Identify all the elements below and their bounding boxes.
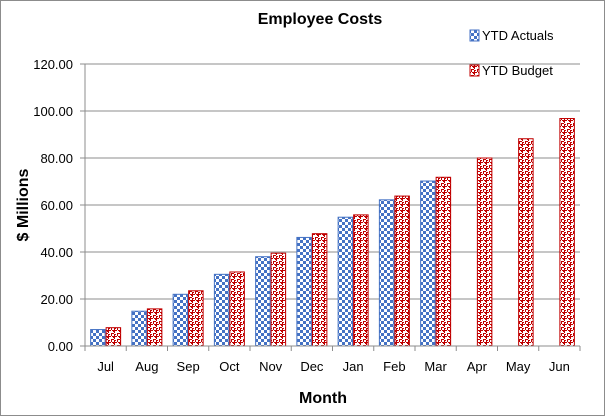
budget-bar-apr	[476, 157, 493, 347]
budget-bar-sep	[188, 290, 204, 347]
y-tick-label: 40.00	[40, 245, 73, 260]
y-tick-label: 0.00	[48, 339, 73, 354]
legend-label-actuals: YTD Actuals	[482, 28, 554, 43]
x-tick-label: Dec	[300, 359, 324, 374]
legend: YTD Actuals YTD Budget	[469, 28, 554, 78]
budget-bar-feb	[394, 195, 410, 347]
x-tick-label: Nov	[259, 359, 283, 374]
actuals-bar-nov	[255, 256, 271, 347]
x-tick-label: Mar	[424, 359, 447, 374]
x-tick-label: Oct	[219, 359, 240, 374]
actuals-bar-oct	[213, 273, 230, 347]
budget-bar-aug	[146, 308, 163, 347]
budget-bar-mar	[435, 176, 452, 347]
x-axis-title: Month	[299, 390, 347, 407]
budget-bar-jan	[353, 214, 369, 347]
x-axis-ticks: Jul Aug Sep Oct Nov Dec Jan Feb Mar Apr May Jun	[84, 346, 581, 374]
y-tick-label: 20.00	[40, 292, 73, 307]
budget-bar-jul	[105, 327, 122, 347]
actuals-bar-jan	[337, 216, 354, 347]
budget-bar-oct	[229, 271, 245, 347]
x-tick-label: Jul	[97, 359, 114, 374]
actuals-bar-sep	[172, 293, 189, 347]
gridlines	[80, 63, 580, 347]
y-axis-title: $ Millions	[15, 168, 32, 241]
actuals-bar-aug	[131, 310, 147, 347]
budget-bar-may	[518, 138, 534, 347]
y-tick-label: 100.00	[33, 104, 73, 119]
legend-swatch-actuals	[469, 29, 480, 42]
x-tick-label: Jan	[343, 359, 364, 374]
y-axis-ticks: 0.00 20.00 40.00 60.00 80.00 100.00 120.00	[33, 57, 73, 354]
y-tick-label: 60.00	[40, 198, 73, 213]
actuals-bar-mar	[420, 180, 436, 347]
chart-title: Employee Costs	[258, 11, 383, 28]
actuals-bar-feb	[378, 199, 395, 347]
x-tick-label: Apr	[467, 359, 488, 374]
budget-bar-jun	[559, 118, 575, 347]
x-tick-label: Sep	[177, 359, 200, 374]
x-tick-label: May	[506, 359, 531, 374]
y-tick-label: 120.00	[33, 57, 73, 72]
legend-swatch-budget	[469, 64, 480, 77]
legend-label-budget: YTD Budget	[482, 63, 553, 78]
actuals-bar-jul	[90, 329, 106, 347]
y-tick-label: 80.00	[40, 151, 73, 166]
x-tick-label: Jun	[549, 359, 570, 374]
budget-bar-dec	[311, 233, 328, 347]
x-tick-label: Feb	[383, 359, 405, 374]
x-tick-label: Aug	[135, 359, 158, 374]
actuals-bar-dec	[296, 236, 312, 347]
bars-group	[90, 118, 575, 347]
budget-bar-nov	[270, 252, 287, 347]
